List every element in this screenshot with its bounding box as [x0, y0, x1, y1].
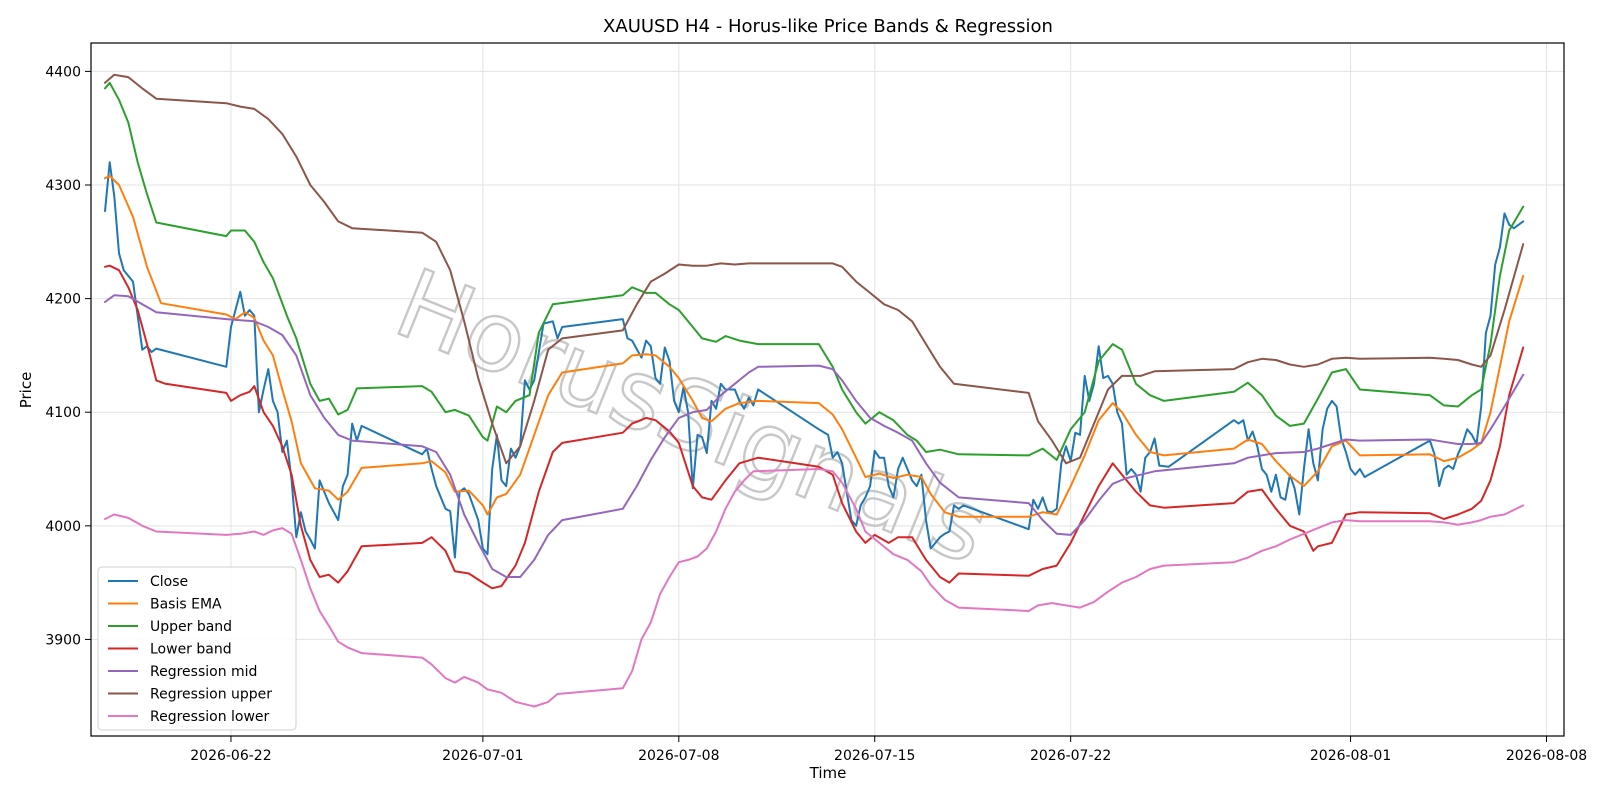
plot-frame — [90, 42, 1565, 737]
x-tick-label: 2026-07-22 — [1030, 748, 1111, 764]
x-tick-label: 2026-08-01 — [1310, 748, 1391, 764]
y-tick-label: 4000 — [45, 519, 81, 535]
y-tick-label: 4400 — [45, 64, 81, 80]
axis-ticks: 2026-06-22 2026-07-01 2026-07-08 2026-07-15… — [45, 64, 1587, 764]
series-line-upper-band — [104, 81, 1525, 461]
y-tick-label: 4100 — [45, 405, 81, 421]
x-tick-label: 2026-08-08 — [1506, 748, 1587, 764]
x-tick-label: 2026-07-15 — [834, 748, 915, 764]
legend-box — [97, 566, 297, 731]
chart-title: XAUUSD H4 - Horus-like Price Bands & Reg… — [603, 16, 1053, 37]
y-tick-label: 4200 — [45, 292, 81, 308]
x-tick-label: 2026-07-01 — [442, 748, 523, 764]
legend-label: Close — [150, 574, 188, 590]
y-tick-label: 3900 — [45, 632, 81, 648]
series-line-lower-band — [104, 264, 1525, 590]
legend: Close Basis EMA Upper band Lower band Regres… — [97, 566, 297, 731]
legend-label: Lower band — [150, 642, 232, 658]
legend-label: Upper band — [150, 619, 232, 635]
series-line-regression-upper — [104, 73, 1525, 465]
legend-label: Basis EMA — [150, 597, 222, 613]
x-tick-label: 2026-06-22 — [190, 748, 271, 764]
series-line-basis-ema — [104, 174, 1525, 518]
legend-label: Regression lower — [150, 709, 270, 725]
y-tick-label: 4300 — [45, 178, 81, 194]
x-tick-label: 2026-07-08 — [638, 748, 719, 764]
y-axis-label: Price — [17, 372, 35, 409]
series-lines — [104, 73, 1525, 708]
legend-label: Regression mid — [150, 664, 257, 680]
series-line-regression-mid — [104, 294, 1525, 578]
series-line-regression-lower — [104, 468, 1525, 708]
legend-label: Regression upper — [150, 687, 272, 703]
x-axis-label: Time — [809, 764, 847, 782]
